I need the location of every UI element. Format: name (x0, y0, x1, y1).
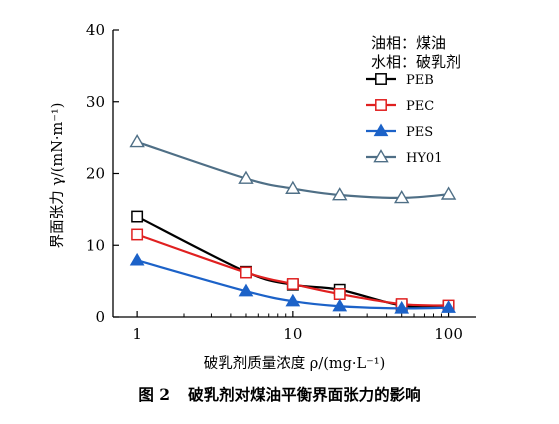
legend-entry-pes: PES (366, 123, 433, 140)
data-point-pes (394, 300, 410, 314)
legend-label: PES (406, 125, 433, 140)
data-point-pes (441, 300, 456, 313)
series-hy01 (129, 134, 457, 204)
y-axis-title: 界面张力 γ/(mN·m⁻¹) (49, 103, 66, 249)
data-point-pes (238, 283, 254, 297)
data-point-hy01 (393, 190, 410, 204)
legend-note: 水相：破乳剂 (371, 53, 461, 71)
legend-entry-peb: PEB (366, 73, 434, 88)
x-tick-label: 10 (283, 325, 302, 343)
data-point-hy01 (440, 186, 457, 200)
data-point-peb (131, 210, 144, 223)
data-point-pes (285, 293, 301, 307)
series-line-peb (136, 215, 449, 309)
data-point-pec (286, 278, 299, 290)
data-point-hy01 (129, 134, 145, 148)
data-point-pec (131, 228, 144, 241)
figure-caption: 图 2 破乳剂对煤油平衡界面张力的影响 (138, 385, 420, 404)
y-tick-label: 20 (86, 165, 105, 183)
data-point-hy01 (238, 170, 254, 184)
series-pes (129, 252, 456, 314)
plot-area: 0 10 20 30 40 1 10 100 (86, 21, 476, 343)
caption-label: 图 2 (138, 385, 170, 404)
series-layer (129, 134, 457, 314)
legend-marker (373, 149, 389, 163)
legend-marker (375, 73, 387, 85)
x-tick-label: 100 (434, 325, 463, 343)
y-tick-label: 40 (86, 21, 105, 39)
legend-label: PEB (406, 73, 434, 88)
data-point-pec (333, 288, 346, 300)
labels-layer: 界面张力 γ/(mN·m⁻¹) 破乳剂质量浓度 ρ/(mg·L⁻¹) 图 2 破乳剂对… (49, 103, 421, 404)
y-tick-label: 0 (95, 308, 105, 326)
data-point-pes (332, 298, 348, 312)
caption-text: 破乳剂对煤油平衡界面张力的影响 (188, 385, 421, 404)
data-point-pec (240, 266, 252, 279)
legend-entry-pec: PEC (366, 99, 434, 114)
x-tick-label: 1 (132, 325, 142, 343)
y-tick-label: 30 (86, 93, 105, 111)
data-point-hy01 (285, 180, 301, 194)
y-tick-label: 10 (86, 236, 105, 254)
x-axis-title: 破乳剂质量浓度 ρ/(mg·L⁻¹) (204, 355, 386, 372)
data-point-pes (129, 252, 145, 266)
legend-marker (375, 99, 387, 111)
legend-marker (373, 123, 389, 137)
data-point-hy01 (332, 187, 348, 201)
legend-label: HY01 (406, 151, 442, 166)
legend-label: PEC (406, 99, 434, 114)
legend-entry-hy01: HY01 (366, 149, 442, 166)
legend-note: 油相：煤油 (371, 34, 446, 52)
